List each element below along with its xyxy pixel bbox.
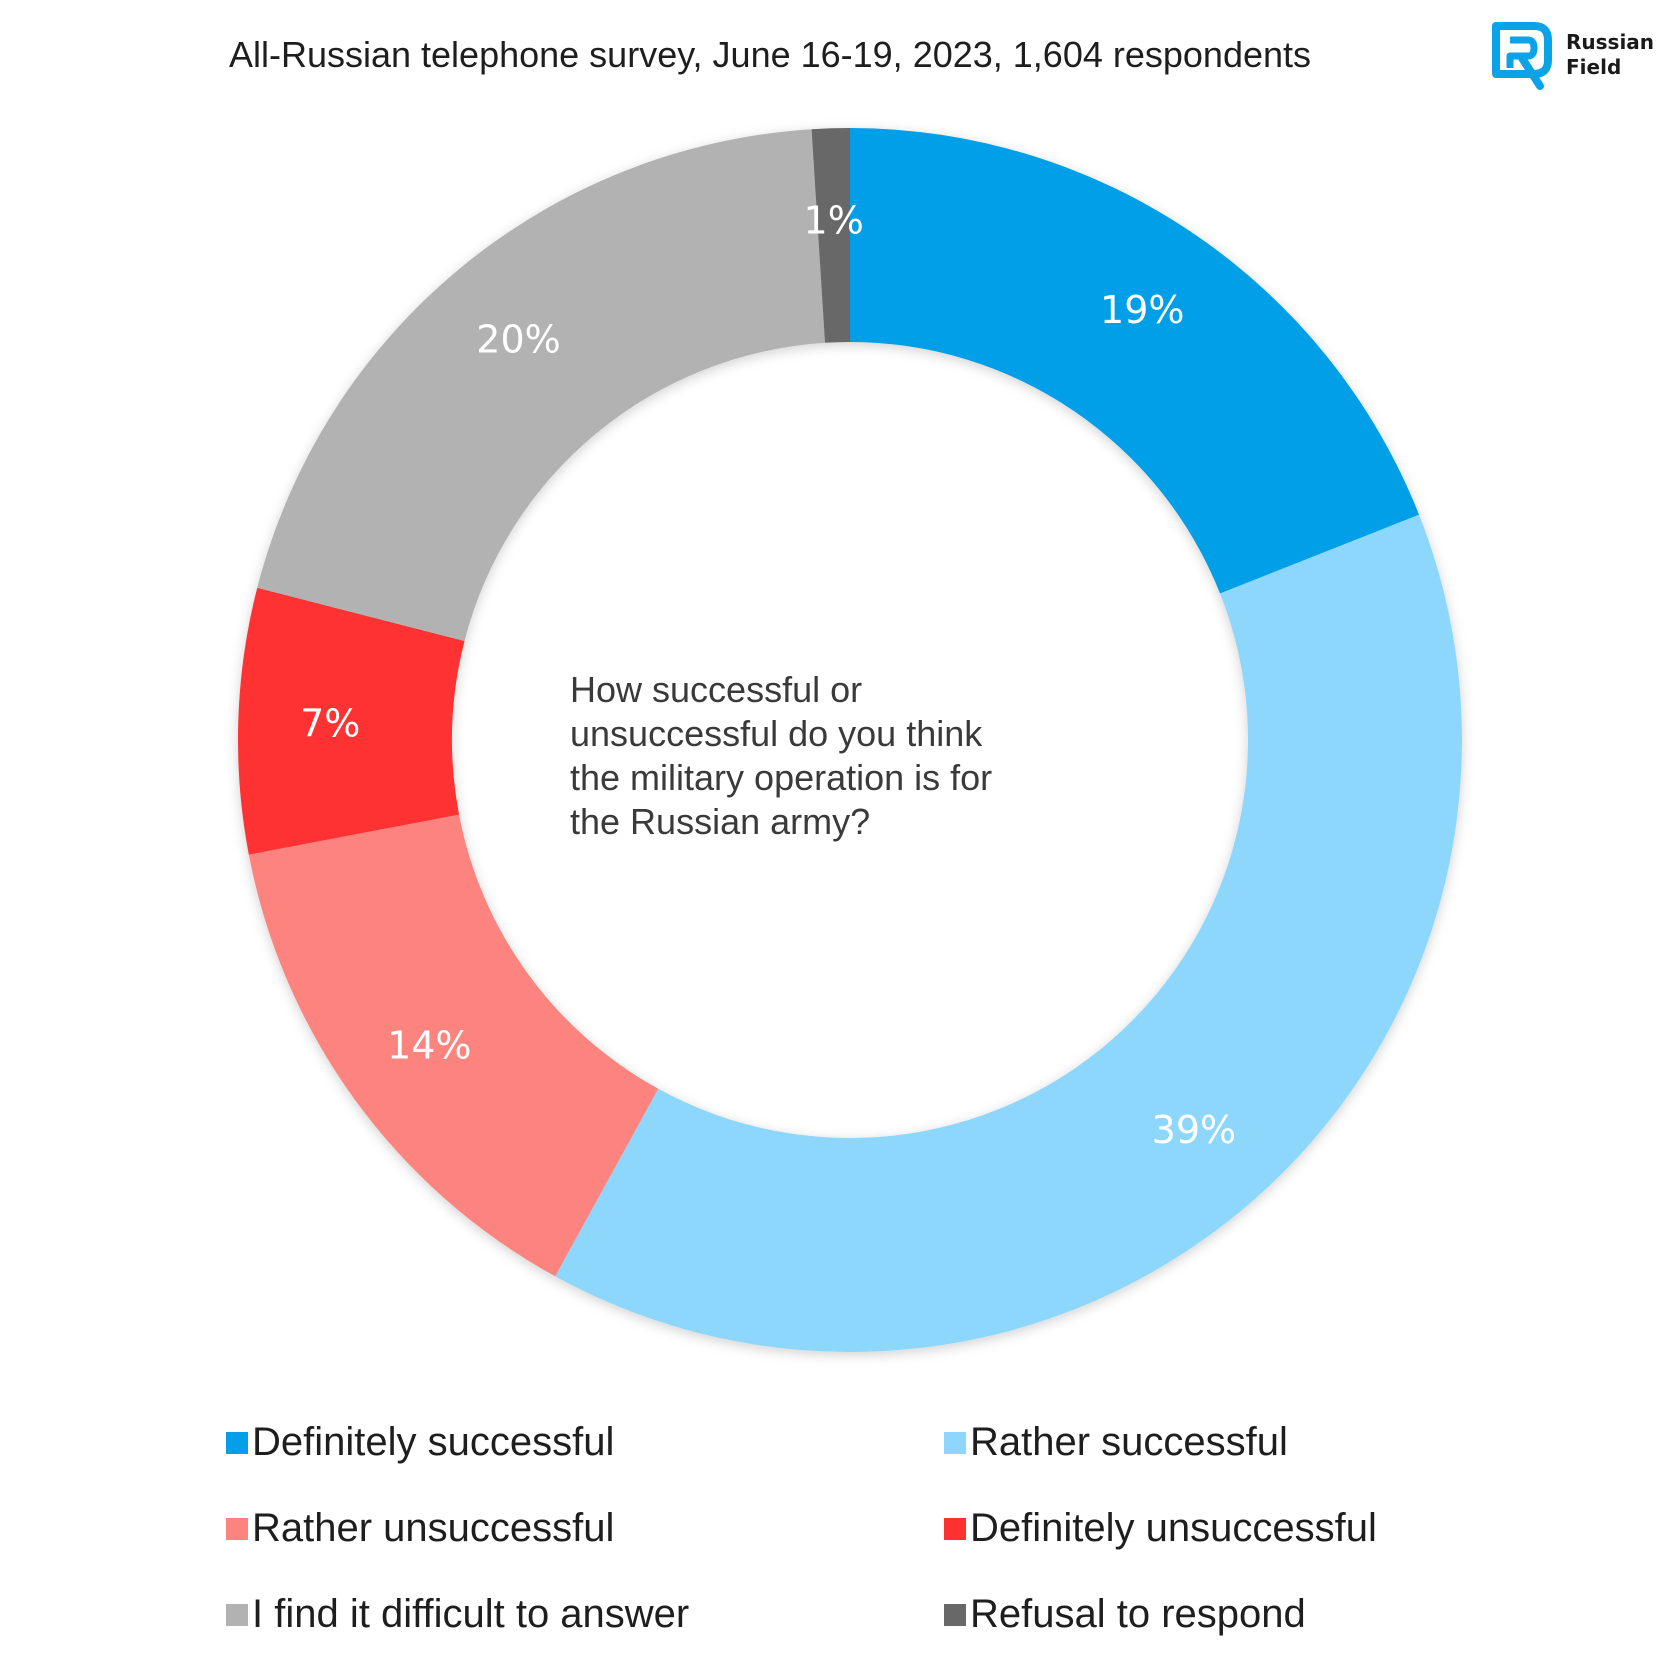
legend-item-refusal-to-respond: Refusal to respond [944, 1592, 1306, 1637]
slice-definitely-successful [850, 128, 1420, 594]
page-title: All-Russian telephone survey, June 16-19… [228, 34, 1312, 75]
slice-rather-successful [555, 514, 1462, 1352]
logo-text-line2: Field [1566, 55, 1622, 79]
legend-swatch-definitely-unsuccessful [944, 1517, 966, 1540]
legend-label-definitely-unsuccessful: Definitely unsuccessful [970, 1506, 1377, 1550]
russian-field-logo-icon [1492, 22, 1552, 90]
data-label-refusal-to-respond: 1% [804, 198, 864, 242]
legend-swatch-difficult-to-answer [226, 1603, 248, 1626]
legend-swatch-definitely-successful [226, 1431, 248, 1454]
slice-refusal-to-respond [811, 128, 850, 343]
chart-question: How successful or unsuccessful do you th… [570, 669, 993, 842]
chart-legend: Definitely successful Rather successful … [226, 1420, 1526, 1660]
data-label-definitely-successful: 19% [1100, 288, 1184, 332]
legend-swatch-refusal-to-respond [944, 1603, 966, 1626]
data-label-rather-successful: 39% [1152, 1108, 1236, 1152]
legend-item-rather-successful: Rather successful [944, 1420, 1288, 1465]
legend-item-definitely-successful: Definitely successful [226, 1420, 614, 1465]
legend-swatch-rather-successful [944, 1431, 966, 1454]
logo-text-line1: Russian [1566, 30, 1655, 54]
legend-item-difficult-to-answer: I find it difficult to answer [226, 1592, 689, 1637]
slice-i-find-it-difficult-to-answer [257, 129, 826, 642]
data-label-rather-unsuccessful: 14% [387, 1024, 471, 1068]
legend-label-definitely-successful: Definitely successful [252, 1420, 615, 1464]
legend-item-rather-unsuccessful: Rather unsuccessful [226, 1506, 614, 1551]
data-label-definitely-unsuccessful: 7% [300, 702, 360, 746]
legend-label-rather-unsuccessful: Rather unsuccessful [252, 1506, 615, 1550]
legend-swatch-rather-unsuccessful [226, 1517, 248, 1540]
slice-rather-unsuccessful [248, 814, 659, 1277]
data-label-i-find-it-difficult-to-answer: 20% [476, 317, 560, 361]
slice-definitely-unsuccessful [238, 587, 465, 855]
legend-label-difficult-to-answer: I find it difficult to answer [252, 1592, 690, 1636]
legend-label-refusal-to-respond: Refusal to respond [970, 1592, 1306, 1636]
legend-item-definitely-unsuccessful: Definitely unsuccessful [944, 1506, 1377, 1551]
brand-logo: Russian Field [1490, 20, 1660, 92]
legend-label-rather-successful: Rather successful [970, 1420, 1288, 1464]
